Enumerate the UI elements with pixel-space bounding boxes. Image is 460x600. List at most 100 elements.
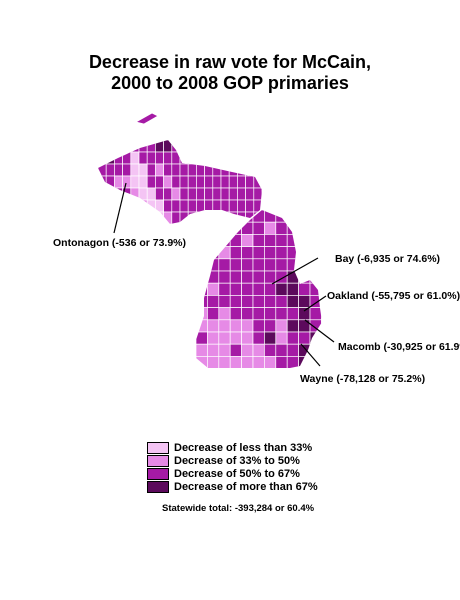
county [196, 234, 208, 247]
county [179, 140, 189, 153]
county [252, 343, 265, 357]
county [241, 282, 254, 296]
county [98, 151, 107, 165]
county [309, 331, 322, 345]
county [179, 175, 189, 189]
county [179, 187, 189, 201]
county [252, 331, 265, 345]
county [218, 258, 231, 272]
county [207, 307, 220, 321]
county [252, 356, 265, 368]
county [245, 187, 255, 201]
legend-item: Decrease of 50% to 67% [147, 467, 318, 480]
wayne-leader-line [300, 343, 321, 367]
county [298, 270, 311, 284]
county [252, 270, 265, 284]
county [207, 246, 220, 260]
county [105, 151, 115, 165]
county [228, 199, 238, 213]
legend-swatch [147, 441, 169, 454]
county [138, 199, 148, 213]
county [229, 234, 242, 247]
county [179, 199, 189, 213]
legend: Decrease of less than 33% Decrease of 33… [147, 441, 318, 493]
county [261, 163, 262, 177]
county [155, 187, 164, 201]
county [163, 211, 173, 224]
county [298, 258, 311, 272]
isle-royale [134, 112, 159, 125]
county [105, 211, 115, 224]
county [171, 199, 181, 213]
county [212, 140, 222, 153]
county [229, 356, 242, 368]
county [275, 343, 288, 357]
county [275, 234, 288, 247]
county [237, 151, 246, 165]
county [204, 211, 214, 224]
county [298, 307, 311, 321]
county [196, 319, 208, 333]
county [171, 151, 181, 165]
county [218, 356, 231, 368]
county [298, 246, 311, 260]
county [261, 151, 262, 165]
county [179, 211, 189, 224]
county [241, 343, 254, 357]
county [98, 211, 107, 224]
county [207, 282, 220, 296]
county [122, 140, 132, 153]
county [218, 282, 231, 296]
county [207, 258, 220, 272]
county [114, 140, 123, 153]
county [204, 187, 214, 201]
callout-ontonagon: Ontonagon (-536 or 73.9%) [53, 237, 187, 249]
county [163, 140, 173, 153]
county [309, 319, 322, 333]
county [264, 356, 277, 368]
county [286, 356, 299, 368]
county [241, 356, 254, 368]
county [171, 175, 181, 189]
county [187, 187, 197, 201]
county [298, 331, 311, 345]
county [252, 307, 265, 321]
county [241, 246, 254, 260]
county [264, 210, 277, 223]
county [275, 356, 288, 368]
legend-label: Decrease of less than 33% [174, 441, 313, 454]
county [207, 270, 220, 284]
county [252, 258, 265, 272]
county [171, 187, 181, 201]
county [196, 151, 205, 165]
county [98, 140, 107, 153]
county [286, 307, 299, 321]
county [245, 199, 255, 213]
county [241, 270, 254, 284]
county [286, 234, 299, 247]
county [218, 343, 231, 357]
county [212, 163, 222, 177]
county [286, 295, 299, 308]
county [264, 221, 277, 235]
county [241, 234, 254, 247]
county [298, 343, 311, 357]
county [207, 343, 220, 357]
county [298, 319, 311, 333]
county [245, 151, 255, 165]
county [264, 282, 277, 296]
county [105, 140, 115, 153]
county [171, 211, 181, 224]
county [114, 163, 123, 177]
county [163, 175, 173, 189]
county [241, 295, 254, 308]
county [130, 211, 140, 224]
county [309, 270, 322, 284]
county [196, 140, 205, 153]
county [122, 199, 132, 213]
legend-swatch [147, 480, 169, 493]
county [98, 175, 107, 189]
county [229, 270, 242, 284]
county [105, 175, 115, 189]
county [196, 221, 208, 235]
